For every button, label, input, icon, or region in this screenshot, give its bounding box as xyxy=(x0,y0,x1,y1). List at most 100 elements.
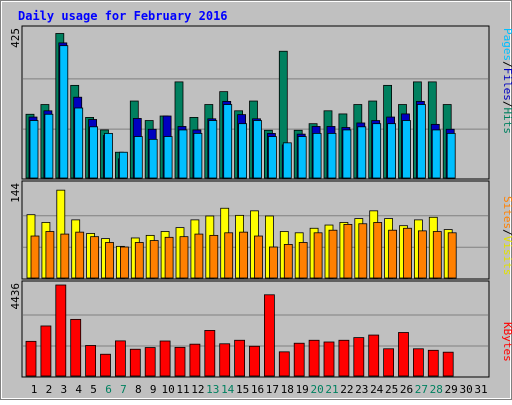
bar-pages-day-1 xyxy=(29,120,39,179)
day-label-7: 7 xyxy=(120,383,127,396)
bar-sites-day-17 xyxy=(268,246,278,279)
day-label-6: 6 xyxy=(105,383,112,396)
day-label-10: 10 xyxy=(161,383,174,396)
bar-kbytes-day-21 xyxy=(323,341,335,377)
legend-kbytes: KBytes xyxy=(501,322,512,362)
bar-sites-day-8 xyxy=(134,242,144,279)
bar-kbytes-day-11 xyxy=(174,346,186,377)
bar-pages-day-26 xyxy=(402,120,411,179)
day-label-27: 27 xyxy=(415,383,428,396)
bar-kbytes-day-27 xyxy=(412,348,424,377)
day-label-15: 15 xyxy=(236,383,249,396)
day-label-26: 26 xyxy=(400,383,413,396)
bar-sites-day-11 xyxy=(179,236,189,279)
bar-kbytes-day-10 xyxy=(159,340,171,377)
day-label-19: 19 xyxy=(296,383,309,396)
day-label-4: 4 xyxy=(75,383,82,396)
day-label-28: 28 xyxy=(430,383,443,396)
legend-pages: Pages xyxy=(501,28,512,61)
bar-pages-day-16 xyxy=(253,120,262,179)
bar-sites-day-12 xyxy=(194,233,204,279)
legend-top: Pages/Files/Hits xyxy=(501,28,512,134)
day-label-16: 16 xyxy=(251,383,264,396)
bar-sites-day-15 xyxy=(239,231,249,279)
bar-pages-day-12 xyxy=(193,133,203,179)
bar-sites-day-9 xyxy=(149,240,159,279)
legend-sep-2: / xyxy=(501,101,512,108)
bar-kbytes-day-28 xyxy=(427,349,439,377)
bar-kbytes-day-26 xyxy=(398,332,409,377)
bar-sites-day-14 xyxy=(224,232,234,279)
legend-files: Files xyxy=(501,68,512,101)
bar-pages-day-10 xyxy=(163,136,173,179)
bar-kbytes-day-8 xyxy=(129,348,141,377)
day-label-21: 21 xyxy=(325,383,338,396)
panel-sites-visits xyxy=(21,180,490,280)
bar-kbytes-day-25 xyxy=(383,348,395,377)
y-tick-top: 425 xyxy=(9,28,22,48)
bar-pages-day-15 xyxy=(238,123,248,179)
bar-pages-day-17 xyxy=(267,136,277,179)
day-label-2: 2 xyxy=(46,383,53,396)
day-label-9: 9 xyxy=(150,383,157,396)
bar-pages-day-8 xyxy=(133,136,143,179)
y-tick-middle: 144 xyxy=(9,183,22,203)
bar-sites-day-25 xyxy=(388,229,398,279)
bar-kbytes-day-12 xyxy=(189,343,201,377)
bar-kbytes-day-5 xyxy=(85,345,96,377)
legend-sep-3: / xyxy=(501,229,512,236)
bar-kbytes-day-16 xyxy=(249,345,260,377)
day-label-22: 22 xyxy=(340,383,353,396)
bar-kbytes-day-22 xyxy=(338,339,350,377)
bar-pages-day-14 xyxy=(223,104,233,179)
bar-kbytes-day-18 xyxy=(278,351,290,377)
bar-pages-day-4 xyxy=(74,107,84,179)
bar-kbytes-day-4 xyxy=(70,318,82,377)
bar-kbytes-day-3 xyxy=(55,284,67,377)
bar-sites-day-18 xyxy=(283,244,293,279)
bar-kbytes-day-1 xyxy=(25,340,37,377)
day-label-25: 25 xyxy=(385,383,398,396)
bar-kbytes-day-29 xyxy=(442,351,454,377)
bar-sites-day-26 xyxy=(403,227,412,279)
day-label-1: 1 xyxy=(31,383,38,396)
bar-sites-day-19 xyxy=(298,242,308,279)
bar-pages-day-7 xyxy=(119,151,128,179)
panel-pages-files-hits xyxy=(21,25,490,180)
bar-pages-day-19 xyxy=(297,136,307,179)
bar-sites-day-6 xyxy=(105,242,114,279)
bar-kbytes-day-15 xyxy=(234,339,246,377)
bar-sites-day-4 xyxy=(75,231,85,279)
bar-pages-day-24 xyxy=(372,123,382,179)
bar-sites-day-27 xyxy=(417,230,427,279)
day-label-13: 13 xyxy=(206,383,219,396)
bar-sites-day-3 xyxy=(60,233,70,279)
bar-pages-day-21 xyxy=(327,133,337,179)
day-label-17: 17 xyxy=(266,383,279,396)
day-label-5: 5 xyxy=(90,383,97,396)
legend-sites: Sites xyxy=(501,196,512,229)
bar-sites-day-28 xyxy=(432,231,442,279)
bar-kbytes-day-20 xyxy=(308,339,320,377)
bar-pages-day-2 xyxy=(44,113,54,179)
bars-top xyxy=(25,33,456,179)
day-label-23: 23 xyxy=(355,383,368,396)
bar-sites-day-13 xyxy=(209,234,219,279)
bar-pages-day-29 xyxy=(446,133,456,179)
bar-pages-day-9 xyxy=(148,138,158,179)
day-label-3: 3 xyxy=(60,383,67,396)
bar-sites-day-22 xyxy=(343,223,353,279)
day-label-31: 31 xyxy=(474,383,487,396)
day-label-11: 11 xyxy=(176,383,189,396)
bars-bottom xyxy=(25,284,454,377)
bar-pages-day-25 xyxy=(387,123,397,179)
bar-kbytes-day-19 xyxy=(293,342,305,377)
frame-inner-border xyxy=(1,1,511,399)
bar-sites-day-29 xyxy=(447,232,457,279)
day-label-24: 24 xyxy=(370,383,384,396)
bar-pages-day-18 xyxy=(282,142,292,179)
bar-sites-day-16 xyxy=(254,235,263,279)
bar-pages-day-13 xyxy=(208,120,218,179)
bar-sites-day-23 xyxy=(358,223,368,279)
day-label-8: 8 xyxy=(135,383,142,396)
